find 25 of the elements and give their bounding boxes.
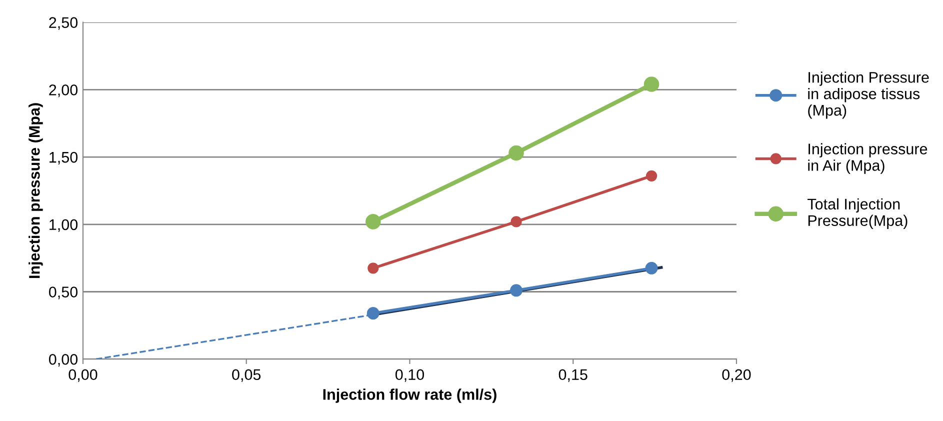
- point: [510, 284, 523, 297]
- point: [645, 262, 658, 274]
- y-axis-title: Injection pressure (Mpa): [28, 103, 43, 278]
- y-tick-label: 1,50: [50, 152, 78, 165]
- point: [366, 307, 380, 320]
- y-tick-label: 2,00: [49, 84, 78, 98]
- legend-label: Injection pressure in Air (Mpa): [808, 143, 928, 174]
- point: [508, 145, 524, 161]
- point: [644, 76, 660, 92]
- x-tick-label: 0,10: [395, 369, 424, 382]
- point: [368, 262, 379, 274]
- x-axis-title: Injection flow rate (ml/s): [323, 388, 496, 403]
- point: [646, 170, 658, 182]
- point: [366, 214, 381, 230]
- x-tick-label: 0,15: [558, 369, 588, 382]
- x-tick-label: 0,20: [722, 369, 751, 382]
- x-tick-label: 0,05: [232, 369, 261, 382]
- legend-label: Total Injection Pressure(Mpa): [808, 198, 908, 230]
- y-tick-label: 0,00: [48, 354, 78, 367]
- legend-label: Injection Pressure in adipose tissus (Mpa): [808, 72, 929, 119]
- y-tick-label: 1,00: [50, 219, 78, 232]
- y-tick-label: 0,50: [48, 286, 78, 300]
- point: [510, 216, 522, 228]
- x-tick-label: 0,00: [68, 369, 98, 382]
- y-tick-label: 2,50: [49, 17, 78, 30]
